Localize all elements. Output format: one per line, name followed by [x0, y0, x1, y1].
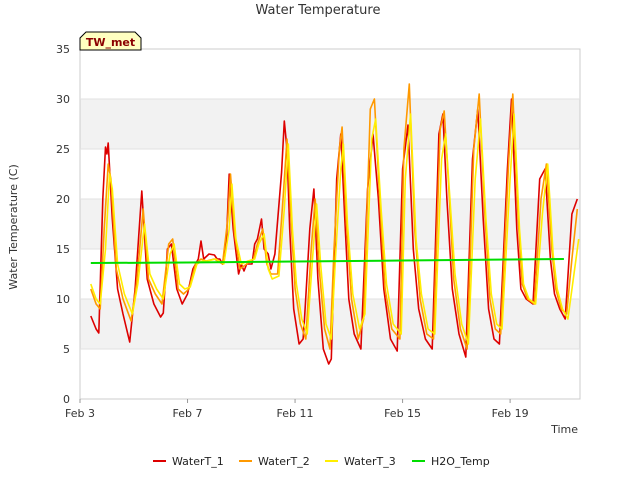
- series-lines: [90, 83, 580, 365]
- annotation-text: TW_met: [86, 36, 135, 49]
- x-axis-label: Time: [550, 423, 578, 436]
- legend-label: H2O_Temp: [431, 455, 490, 468]
- y-axis-ticks: 0 5 10 15 20 25 30 35: [56, 43, 70, 406]
- legend: WaterT_1 WaterT_2 WaterT_3 H2O_Temp: [153, 455, 490, 468]
- x-tick-label: Feb 7: [173, 407, 203, 420]
- x-tick-label: Feb 11: [277, 407, 314, 420]
- chart-title: Water Temperature: [256, 3, 381, 18]
- series-line-watert-2: [90, 83, 579, 350]
- grid-band: [80, 199, 580, 249]
- y-tick-label: 10: [56, 293, 70, 306]
- x-tick-label: Feb 15: [384, 407, 421, 420]
- series-line-watert-3: [90, 113, 580, 345]
- legend-label: WaterT_3: [344, 455, 396, 468]
- y-tick-label: 35: [56, 43, 70, 56]
- x-tick-label: Feb 3: [65, 407, 95, 420]
- legend-label: WaterT_1: [172, 455, 224, 468]
- series-line-h2o-temp: [90, 258, 564, 264]
- y-tick-label: 30: [56, 93, 70, 106]
- grid-band: [80, 99, 580, 149]
- y-tick-label: 5: [63, 343, 70, 356]
- y-tick-label: 15: [56, 243, 70, 256]
- x-axis-ticks: Feb 3 Feb 7 Feb 11 Feb 15 Feb 19: [65, 399, 529, 420]
- y-tick-label: 25: [56, 143, 70, 156]
- annotation-badge-shape: [79, 31, 142, 51]
- x-tick-label: Feb 19: [492, 407, 529, 420]
- legend-label: WaterT_2: [258, 455, 310, 468]
- y-tick-label: 0: [63, 393, 70, 406]
- annotation-badge: TW_met: [79, 31, 142, 51]
- y-axis-label: Water Temperature (C): [7, 164, 20, 289]
- y-tick-label: 20: [56, 193, 70, 206]
